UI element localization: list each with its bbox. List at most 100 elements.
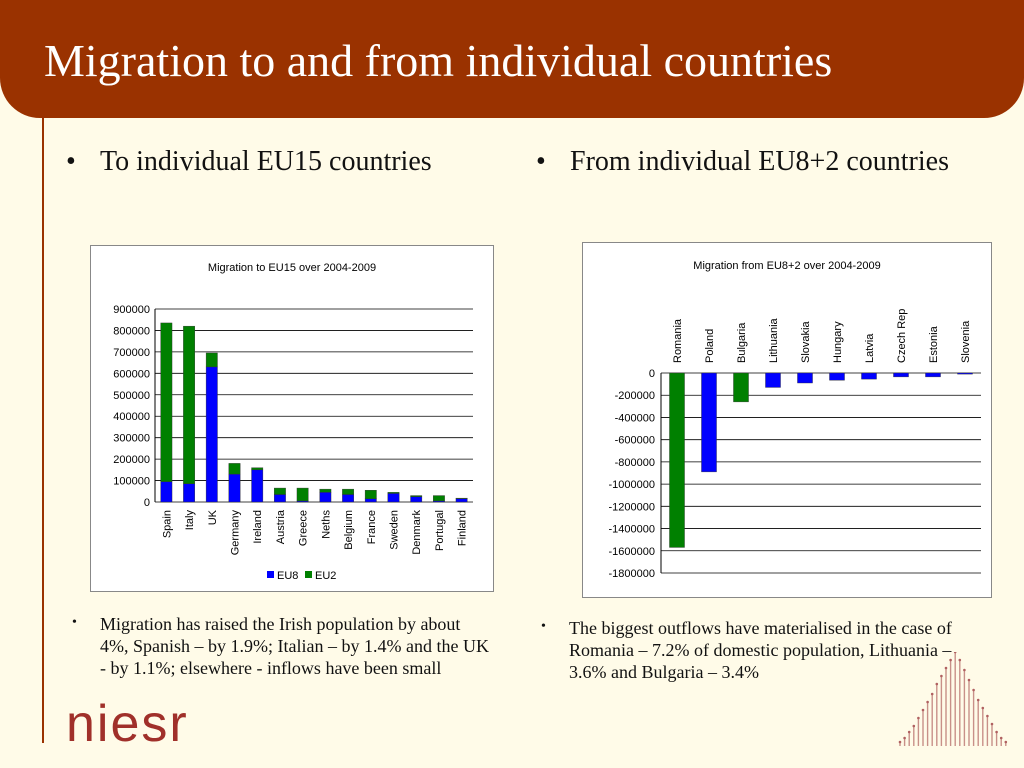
- y-tick-label: 200000: [113, 454, 150, 466]
- x-tick-label: Slovakia: [800, 321, 812, 363]
- x-tick-label: UK: [207, 509, 219, 525]
- bar-eu8: [183, 483, 195, 503]
- decor-dot: [999, 736, 1003, 740]
- bar-eu8: [410, 496, 423, 503]
- decor-dot: [903, 736, 906, 740]
- slide-title: Migration to and from individual countri…: [44, 35, 833, 86]
- x-tick-label: Spain: [161, 510, 173, 538]
- bar-eu8: [364, 498, 377, 503]
- y-tick-label: 600000: [113, 368, 150, 380]
- x-tick-label: Hungary: [832, 321, 844, 363]
- decor-dot: [967, 678, 971, 682]
- migration-to-eu15-svg: Migration to EU15 over 2004-2009 0 100000 2…: [113, 262, 473, 582]
- bar-eu8: [205, 366, 218, 503]
- bar-eu2: [205, 352, 218, 368]
- bar-eu2: [387, 492, 400, 494]
- x-tick-label: Ireland: [252, 510, 264, 544]
- migration-to-eu15-chart: Migration to EU15 over 2004-2009 0 100000 2…: [90, 245, 494, 592]
- decor-dot: [958, 658, 962, 662]
- y-tick-label: -1200000: [609, 501, 656, 513]
- bar-eu2: [342, 488, 354, 495]
- decorative-bars-graphic: [898, 652, 1008, 746]
- legend-swatch: [267, 571, 274, 578]
- x-tick-label: Portugal: [434, 510, 446, 551]
- decor-dot: [981, 706, 985, 710]
- title-bar: Migration to and from individual countri…: [0, 0, 1024, 118]
- bar-hungary: [829, 372, 845, 381]
- niesr-logo: niesr: [66, 695, 189, 753]
- left-note: • Migration has raised the Irish populat…: [72, 614, 492, 680]
- right-note-bullet: •: [541, 619, 546, 634]
- legend-label: EU8: [277, 570, 298, 582]
- bar-eu2: [183, 325, 195, 484]
- bar-czech-rep: [893, 372, 909, 378]
- left-heading-text: To individual EU15 countries: [100, 146, 432, 177]
- bar-slovakia: [797, 372, 813, 384]
- accent-rule: [42, 118, 44, 743]
- x-tick-label: Germany: [230, 510, 242, 556]
- chart-title: Migration to EU15 over 2004-2009: [208, 262, 376, 274]
- right-heading: • From individual EU8+2 countries: [536, 144, 970, 180]
- decor-dot: [963, 668, 966, 672]
- x-tick-label: Czech Rep: [896, 309, 908, 363]
- y-tick-label: -1600000: [609, 546, 656, 558]
- y-tick-label: -1000000: [609, 479, 656, 491]
- x-tick-label: Sweden: [389, 510, 401, 550]
- bar-eu2: [228, 463, 241, 475]
- bar-eu8: [319, 492, 332, 503]
- y-tick-label: 500000: [113, 390, 150, 402]
- migration-from-eu82-chart: Migration from EU8+2 over 2004-2009 0 -200…: [582, 242, 992, 598]
- bar-eu2: [251, 467, 264, 471]
- y-tick-label: 100000: [113, 476, 150, 488]
- decor-dot: [907, 730, 911, 734]
- bar-eu2: [319, 488, 332, 493]
- left-heading-bullet: •: [66, 146, 76, 177]
- decor-dot: [944, 666, 948, 670]
- decor-dot: [986, 714, 989, 718]
- x-tick-label: Belgium: [343, 510, 355, 550]
- x-tick-label: Poland: [704, 329, 716, 363]
- bar-eu2: [410, 495, 423, 497]
- y-tick-label: 400000: [113, 411, 150, 423]
- x-tick-label: Estonia: [928, 325, 940, 363]
- y-tick-label: 900000: [113, 304, 150, 316]
- x-tick-label: Denmark: [411, 510, 423, 555]
- bar-latvia: [861, 372, 877, 380]
- x-tick-label: Latvia: [864, 333, 876, 363]
- y-tick-label: -1800000: [609, 568, 656, 580]
- y-tick-label: -200000: [615, 390, 655, 402]
- y-tick-label: 300000: [113, 433, 150, 445]
- x-tick-label: Neths: [320, 510, 332, 539]
- bar-eu2: [160, 322, 173, 482]
- decor-dot: [921, 708, 925, 712]
- migration-from-eu82-svg: Migration from EU8+2 over 2004-2009 0 -200…: [609, 260, 981, 580]
- x-tick-label: Italy: [184, 510, 196, 531]
- x-tick-label: Lithuania: [768, 317, 780, 363]
- chart-title: Migration from EU8+2 over 2004-2009: [693, 260, 880, 272]
- bar-romania: [669, 372, 685, 548]
- bar-eu2: [433, 495, 445, 502]
- bar-eu8: [455, 498, 468, 503]
- legend-label: EU2: [315, 570, 336, 582]
- decor-dot: [976, 698, 980, 702]
- y-tick-label: 0: [144, 497, 150, 509]
- decor-dot: [940, 674, 943, 678]
- left-note-text: Migration has raised the Irish populatio…: [100, 614, 489, 678]
- y-tick-label: -800000: [615, 457, 655, 469]
- x-tick-label: France: [366, 510, 378, 544]
- decor-dot: [912, 724, 916, 728]
- right-heading-text: From individual EU8+2 countries: [570, 146, 949, 177]
- bar-lithuania: [765, 372, 781, 388]
- bar-estonia: [925, 372, 941, 378]
- decor-dot: [917, 716, 920, 720]
- decor-dot: [953, 652, 957, 654]
- x-tick-label: Bulgaria: [736, 322, 748, 363]
- bar-eu2: [296, 487, 309, 502]
- bar-eu8: [228, 473, 241, 503]
- decor-dot: [935, 682, 939, 686]
- bar-bulgaria: [733, 372, 749, 403]
- bar-eu8: [342, 494, 354, 503]
- decor-dot: [949, 658, 952, 662]
- y-tick-label: -1400000: [609, 524, 656, 536]
- bar-poland: [701, 372, 717, 473]
